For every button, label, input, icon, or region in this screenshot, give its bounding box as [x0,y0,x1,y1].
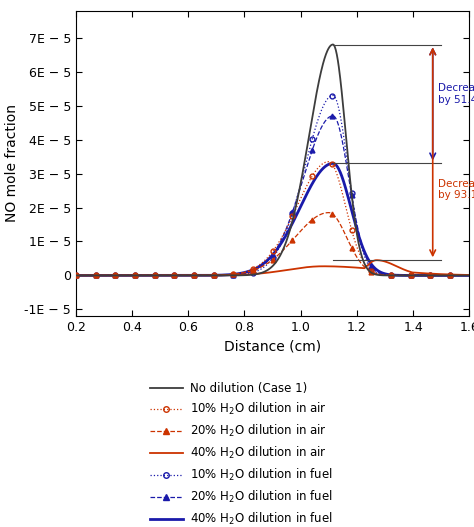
Y-axis label: NO mole fraction: NO mole fraction [5,104,18,222]
Text: Decreased
by 93.1%: Decreased by 93.1% [438,179,474,200]
Legend: No dilution (Case 1), 10% H$_2$O dilution in air, 20% H$_2$O dilution in air, 40: No dilution (Case 1), 10% H$_2$O dilutio… [145,377,337,527]
Text: Decreased
by 51.4%: Decreased by 51.4% [438,83,474,104]
X-axis label: Distance (cm): Distance (cm) [224,339,321,354]
